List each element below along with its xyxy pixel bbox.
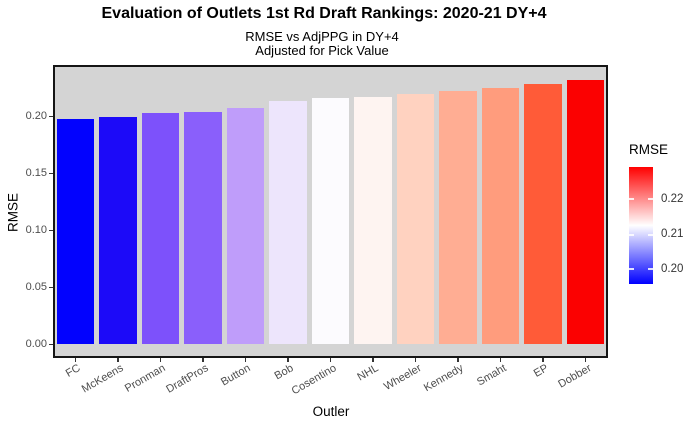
legend-tick-label: 0.20 [661,262,684,275]
bar-kennedy [439,90,477,345]
x-tick [457,357,459,362]
y-tick [49,286,54,289]
x-tick [414,357,417,362]
bar-cosentino [311,98,350,345]
legend-tick-mark [629,198,634,200]
y-tick-label: 0.10 [25,224,47,236]
x-tick [542,357,544,362]
y-tick-label: 0.20 [25,110,47,123]
x-tick [499,357,502,362]
bar-nhl [354,97,392,345]
legend-tick-mark [629,234,634,236]
bar-smaht [481,88,520,345]
y-axis-title: RMSE [5,193,21,233]
y-tick [49,115,54,118]
x-tick [287,357,289,362]
y-tick-label: 0.05 [25,280,47,293]
bar-mckeens [99,116,137,345]
y-tick-label: 0.00 [25,337,47,350]
x-tick [159,357,162,362]
chart-subtitle-line2: Adjusted for Pick Value [255,43,389,58]
y-tick [49,343,54,346]
bar-ep [524,83,562,345]
x-tick [117,357,119,362]
bar-draftpros [184,112,222,345]
y-tick-label: 0.15 [25,167,47,180]
legend-title: RMSE [629,142,669,157]
x-axis-title: Outler [312,404,350,419]
bar-button [226,107,265,345]
bar-bob [269,100,307,345]
x-tick [202,357,204,362]
chart-subtitle-line1: RMSE vs AdjPPG in DY+4 [245,29,399,44]
chart-title: Evaluation of Outlets 1st Rd Draft Ranki… [101,5,547,22]
x-tick [584,357,587,362]
x-tick [329,357,332,362]
y-tick [49,172,54,175]
x-tick [372,357,374,362]
legend-tick-label: 0.21 [661,228,684,241]
bar-fc [56,118,95,345]
bar-pronman [141,113,180,345]
legend-tick-label: 0.22 [661,192,684,205]
bar-wheeler [396,93,435,345]
legend-tick-mark [648,268,653,270]
legend-tick-mark [629,268,634,270]
x-tick [244,357,247,362]
legend-tick-mark [648,198,653,200]
y-tick [49,229,54,232]
legend-gradient-bar [629,167,653,284]
x-tick [74,357,77,362]
bar-dobber [566,80,605,345]
legend-tick-mark [648,234,653,236]
